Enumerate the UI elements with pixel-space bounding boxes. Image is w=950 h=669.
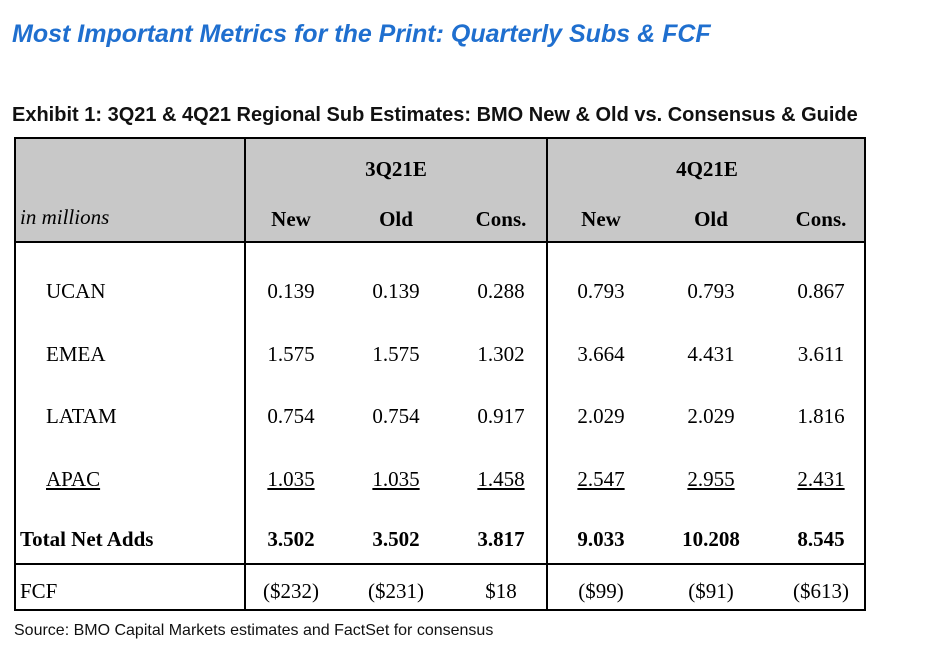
- col-header-4q-cons: Cons.: [795, 207, 847, 231]
- col-header-4q-new: New: [581, 207, 621, 231]
- table-cell: 1.458: [456, 467, 546, 492]
- table-cell: 3.817: [477, 527, 525, 551]
- row-label-apac: APAC: [46, 467, 101, 491]
- table-cell: 0.793: [577, 279, 625, 303]
- table-cell: 8.545: [797, 527, 845, 551]
- table-cell: ($231): [368, 579, 424, 603]
- table-cell: 1.302: [477, 342, 525, 366]
- table-cell: 2.029: [687, 404, 735, 428]
- group-header-4q21e: 4Q21E: [676, 157, 738, 181]
- page-title: Most Important Metrics for the Print: Qu…: [12, 20, 711, 48]
- table-cell: 0.793: [687, 279, 735, 303]
- group-header-3q21e: 3Q21E: [365, 157, 427, 181]
- col-header-3q-old: Old: [379, 207, 413, 231]
- col-header-3q-new: New: [271, 207, 311, 231]
- source-note: Source: BMO Capital Markets estimates an…: [14, 622, 494, 639]
- table-cell: $18: [485, 579, 517, 603]
- table-cell: 0.139: [372, 279, 420, 303]
- table-cell: 1.575: [267, 342, 315, 366]
- table-cell: 1.035: [246, 467, 336, 492]
- cell-value: 2.547: [577, 467, 625, 491]
- cell-value: 1.035: [267, 467, 315, 491]
- table-cell: 0.867: [797, 279, 845, 303]
- cell-value: 2.955: [687, 467, 735, 491]
- table-cell: 9.033: [577, 527, 625, 551]
- row-label-ucan: UCAN: [46, 279, 106, 303]
- table-cell: 3.502: [267, 527, 315, 551]
- table-cell: ($613): [793, 579, 849, 603]
- table-cell: 1.816: [797, 404, 845, 428]
- cell-value: 1.035: [372, 467, 420, 491]
- cell-value: 2.431: [797, 467, 845, 491]
- table-cell: 0.754: [267, 404, 315, 428]
- col-header-4q-old: Old: [694, 207, 728, 231]
- table-cell: 1.575: [372, 342, 420, 366]
- table-cell: 3.502: [372, 527, 420, 551]
- quarter-divider: [546, 139, 548, 609]
- table-header: [16, 139, 864, 243]
- table-cell: 3.611: [797, 342, 845, 366]
- table-cell: 4.431: [687, 342, 735, 366]
- table-cell: 0.288: [477, 279, 525, 303]
- table-cell: 2.547: [556, 467, 646, 492]
- col-header-3q-cons: Cons.: [475, 207, 527, 231]
- table-cell: 0.139: [267, 279, 315, 303]
- table-cell: 2.955: [666, 467, 756, 492]
- table-cell: 0.917: [477, 404, 525, 428]
- label-column-divider: [244, 139, 246, 609]
- sub-estimates-table: 3Q21E 4Q21E in millions New Old Cons. Ne…: [14, 137, 866, 611]
- cell-value: 1.458: [477, 467, 525, 491]
- table-cell: ($232): [263, 579, 319, 603]
- table-cell: ($99): [578, 579, 624, 603]
- row-label-fcf: FCF: [20, 579, 58, 603]
- table-cell: 3.664: [577, 342, 625, 366]
- table-cell: 10.208: [682, 527, 740, 551]
- table-cell: 1.035: [351, 467, 441, 492]
- table-cell: ($91): [688, 579, 734, 603]
- table-cell: 0.754: [372, 404, 420, 428]
- row-label-latam: LATAM: [46, 404, 117, 428]
- row-label-total: Total Net Adds: [20, 527, 154, 551]
- unit-label: in millions: [20, 205, 110, 229]
- table-cell: 2.431: [776, 467, 864, 492]
- exhibit-title: Exhibit 1: 3Q21 & 4Q21 Regional Sub Esti…: [12, 104, 858, 126]
- table-cell: 2.029: [577, 404, 625, 428]
- fcf-divider: [16, 563, 864, 565]
- row-label-emea: EMEA: [46, 342, 106, 366]
